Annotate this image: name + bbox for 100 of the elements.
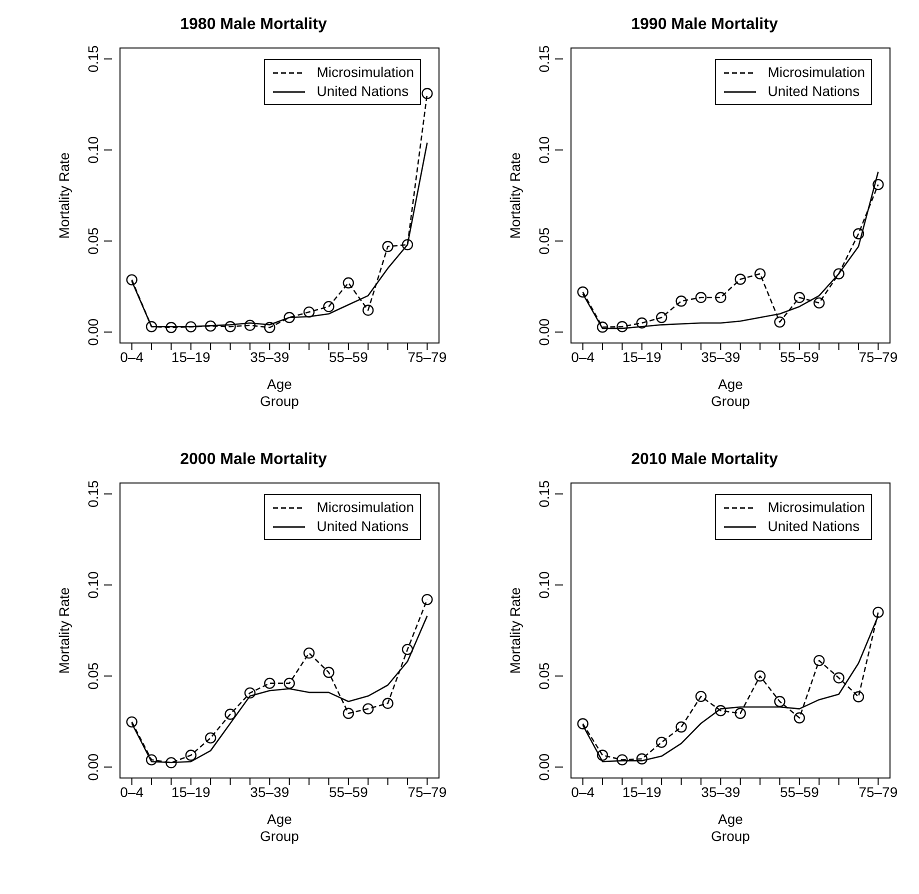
x-tick-label: 75–79 [858, 348, 898, 365]
point [422, 88, 433, 100]
point [596, 322, 608, 333]
point [303, 306, 315, 318]
legend-label: United Nations [768, 82, 860, 101]
point [342, 708, 354, 719]
y-tick-label: 0.05 [536, 227, 552, 255]
point [833, 672, 844, 684]
point [656, 312, 668, 324]
point [616, 754, 628, 766]
y-axis-title: Mortality Rate [56, 587, 72, 674]
y-axis-title: Mortality Rate [56, 152, 72, 239]
point [852, 691, 864, 702]
legend-label: Microsimulation [768, 498, 865, 517]
point [224, 321, 236, 332]
x-axis-title: Age Group [711, 811, 750, 844]
point [872, 606, 884, 618]
point [362, 703, 374, 714]
legend-label: Microsimulation [768, 63, 865, 82]
x-tick-label: 75–79 [858, 784, 898, 800]
point [577, 718, 588, 730]
y-tick-label: 0.10 [536, 571, 552, 599]
chart-title: 2010 Male Mortality [630, 451, 779, 469]
point [166, 322, 177, 334]
y-tick-label: 0.15 [85, 480, 101, 508]
legend-label: Microsimulation [316, 63, 414, 82]
x-tick-label: 15–19 [622, 348, 662, 365]
y-tick-label: 0.05 [85, 227, 101, 255]
point [734, 274, 746, 285]
point [166, 757, 177, 768]
point [754, 268, 766, 280]
point [872, 178, 884, 190]
point [774, 696, 786, 708]
point [284, 312, 295, 324]
point [577, 286, 588, 298]
point [382, 240, 394, 252]
point [362, 304, 374, 316]
point [636, 753, 648, 764]
x-axis-title: Age Group [260, 811, 300, 844]
x-tick-label: 0–4 [120, 348, 144, 365]
point [814, 654, 825, 666]
x-tick-label: 35–39 [701, 348, 740, 365]
point [284, 678, 295, 689]
point [303, 647, 315, 659]
x-tick-label: 35–39 [250, 784, 290, 800]
point [656, 736, 668, 748]
x-tick-label: 15–19 [171, 348, 211, 365]
x-tick-label: 55–59 [328, 784, 368, 800]
y-tick-label: 0.00 [85, 753, 101, 781]
point [244, 320, 256, 331]
x-tick-label: 55–59 [780, 784, 820, 800]
point [402, 644, 414, 656]
y-tick-label: 0.15 [536, 45, 552, 73]
point [342, 277, 354, 289]
point [185, 321, 196, 332]
point [794, 712, 806, 724]
y-tick-label: 0.00 [85, 318, 101, 346]
y-tick-label: 0.05 [85, 662, 101, 690]
point [596, 750, 608, 761]
point [833, 268, 844, 280]
y-axis-title: Mortality Rate [506, 152, 523, 239]
point [382, 698, 394, 709]
x-tick-label: 15–19 [622, 784, 662, 800]
point [695, 292, 707, 304]
point [715, 292, 726, 304]
point [676, 721, 687, 733]
y-tick-label: 0.15 [536, 480, 552, 508]
x-tick-label: 55–59 [780, 348, 820, 365]
point [264, 678, 276, 689]
y-tick-label: 0.15 [85, 45, 101, 73]
x-tick-label: 0–4 [571, 348, 595, 365]
chart-title: 1990 Male Mortality [630, 16, 779, 34]
point [185, 750, 196, 761]
x-tick-label: 55–59 [328, 348, 368, 365]
legend-label: United Nations [768, 517, 860, 536]
chart-title: 2000 Male Mortality [179, 451, 328, 469]
point [616, 321, 628, 332]
point [224, 708, 236, 720]
point [852, 228, 864, 240]
chart-title: 1980 Male Mortality [179, 16, 328, 34]
point [636, 317, 648, 329]
point [715, 705, 726, 716]
point [402, 239, 414, 250]
point [323, 300, 334, 312]
x-tick-label: 35–39 [250, 348, 290, 365]
x-tick-label: 35–39 [701, 784, 740, 800]
point [676, 296, 687, 307]
y-tick-label: 0.10 [85, 571, 101, 599]
x-tick-label: 0–4 [571, 784, 595, 800]
y-tick-label: 0.10 [536, 136, 552, 164]
point [814, 297, 825, 309]
point [422, 594, 433, 606]
point [146, 754, 158, 766]
y-tick-label: 0.00 [536, 318, 552, 346]
point [204, 732, 216, 744]
legend-label: United Nations [316, 517, 409, 536]
point [734, 708, 746, 719]
point [126, 716, 138, 728]
point [774, 316, 786, 328]
point [794, 292, 806, 304]
